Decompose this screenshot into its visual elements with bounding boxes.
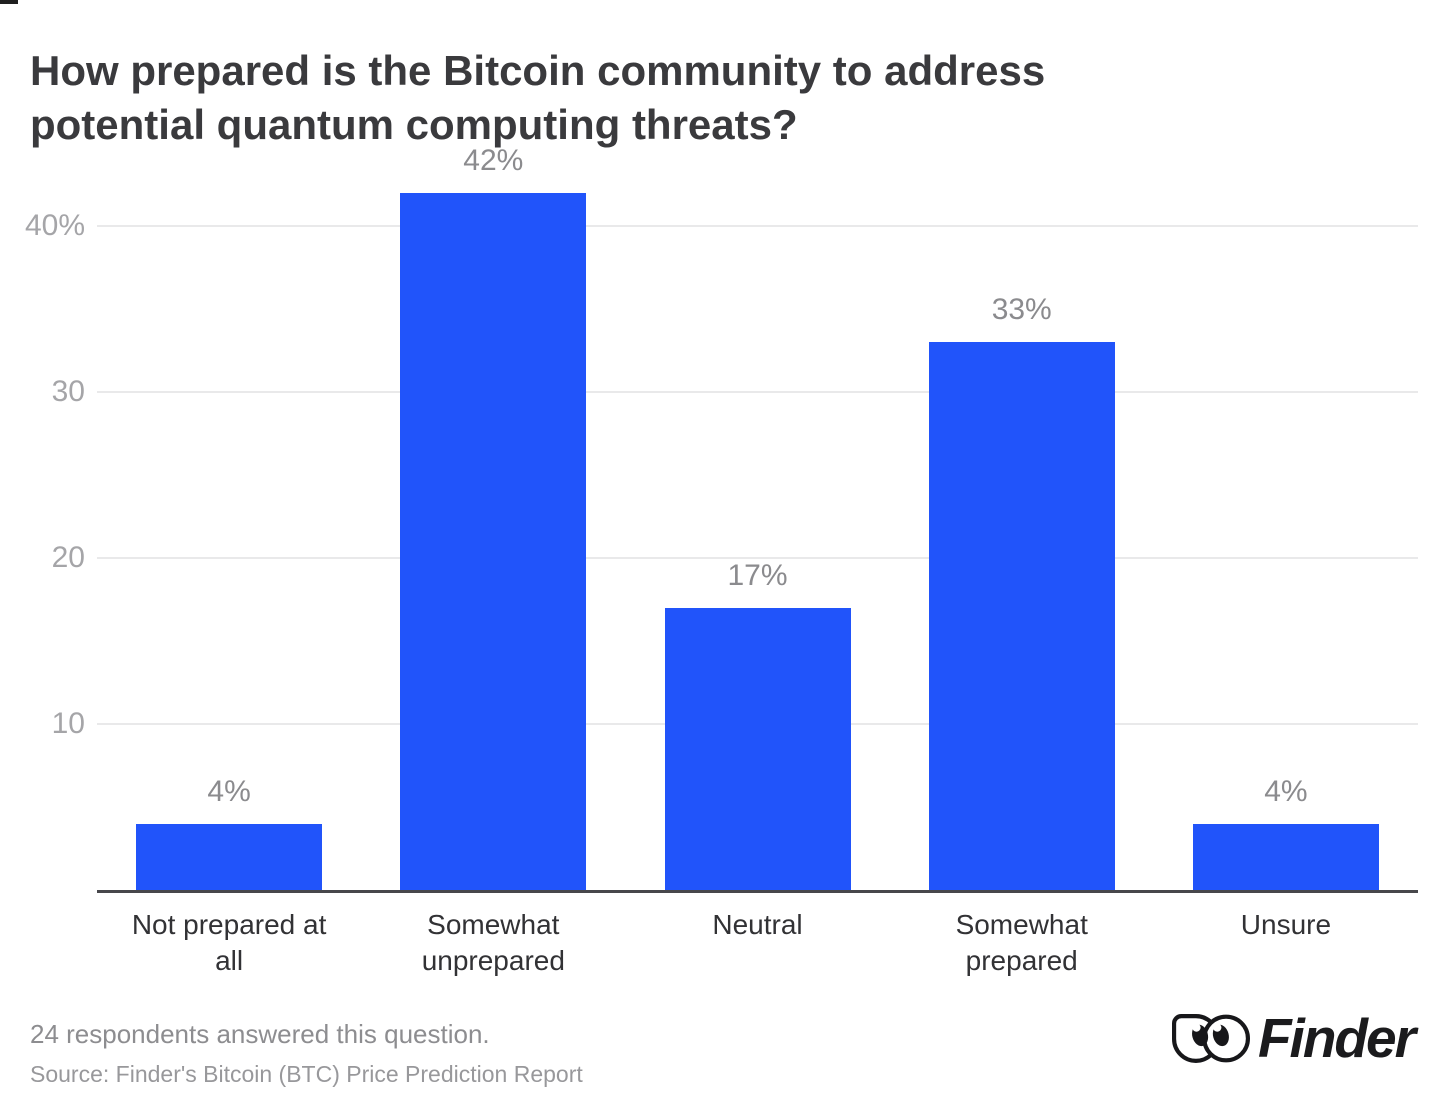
finder-logo-text: Finder (1257, 1007, 1416, 1069)
y-axis-tick-label: 40% (24, 209, 85, 242)
x-axis-category-label: Neutral (712, 909, 803, 940)
source-note: Source: Finder's Bitcoin (BTC) Price Pre… (30, 1061, 583, 1087)
bar-group-neutral: 17% Neutral (625, 140, 889, 940)
bar-not-prepared-at-all (136, 823, 323, 890)
bar-unsure (1192, 823, 1379, 890)
bar-group-somewhat-prepared: 33% Somewhat prepared (890, 140, 1154, 976)
bar-value-label: 17% (727, 558, 788, 592)
bar-group-not-prepared-at-all: 4% Not prepared at all (97, 140, 361, 976)
gridline-30 (97, 391, 1418, 393)
bar-value-label: 33% (991, 293, 1052, 327)
bar-value-label: 42% (463, 143, 524, 177)
x-axis-category-label: Somewhat prepared (955, 909, 1088, 976)
finder-eyes-icon (1171, 1013, 1250, 1063)
gridline-40 (97, 225, 1418, 227)
edge-artifact (0, 0, 18, 4)
bar-value-label: 4% (207, 774, 251, 808)
bar-value-label: 4% (1264, 774, 1308, 808)
gridline-20 (97, 557, 1418, 559)
bar-group-somewhat-unprepared: 42% Somewhat unprepared (361, 140, 625, 976)
respondents-note: 24 respondents answered this question. (30, 1019, 490, 1049)
plot-area: 4% Not prepared at all 42% Somewhat unprepa… (97, 140, 1418, 976)
finder-logo: Finder (1171, 1007, 1416, 1069)
y-axis-tick-label: 10 (51, 707, 85, 740)
bar-somewhat-prepared (928, 342, 1115, 890)
bar-group-unsure: 4% Unsure (1154, 140, 1418, 940)
y-axis-tick-label: 20 (51, 541, 85, 574)
page-title-line2: potential quantum computing threats? (30, 101, 798, 149)
y-axis-tick-label: 30 (51, 375, 85, 408)
x-axis-category-label: Unsure (1240, 909, 1332, 940)
x-axis-category-label: Not prepared at all (131, 909, 327, 976)
bar-somewhat-unprepared (400, 192, 587, 890)
page-title: How prepared is the Bitcoin community to… (30, 44, 1330, 152)
bar-neutral (664, 607, 851, 890)
y-axis: 10 20 30 40% (0, 140, 85, 890)
x-axis-category-label: Somewhat unprepared (421, 909, 565, 976)
page-title-line1: How prepared is the Bitcoin community to… (30, 47, 1046, 95)
